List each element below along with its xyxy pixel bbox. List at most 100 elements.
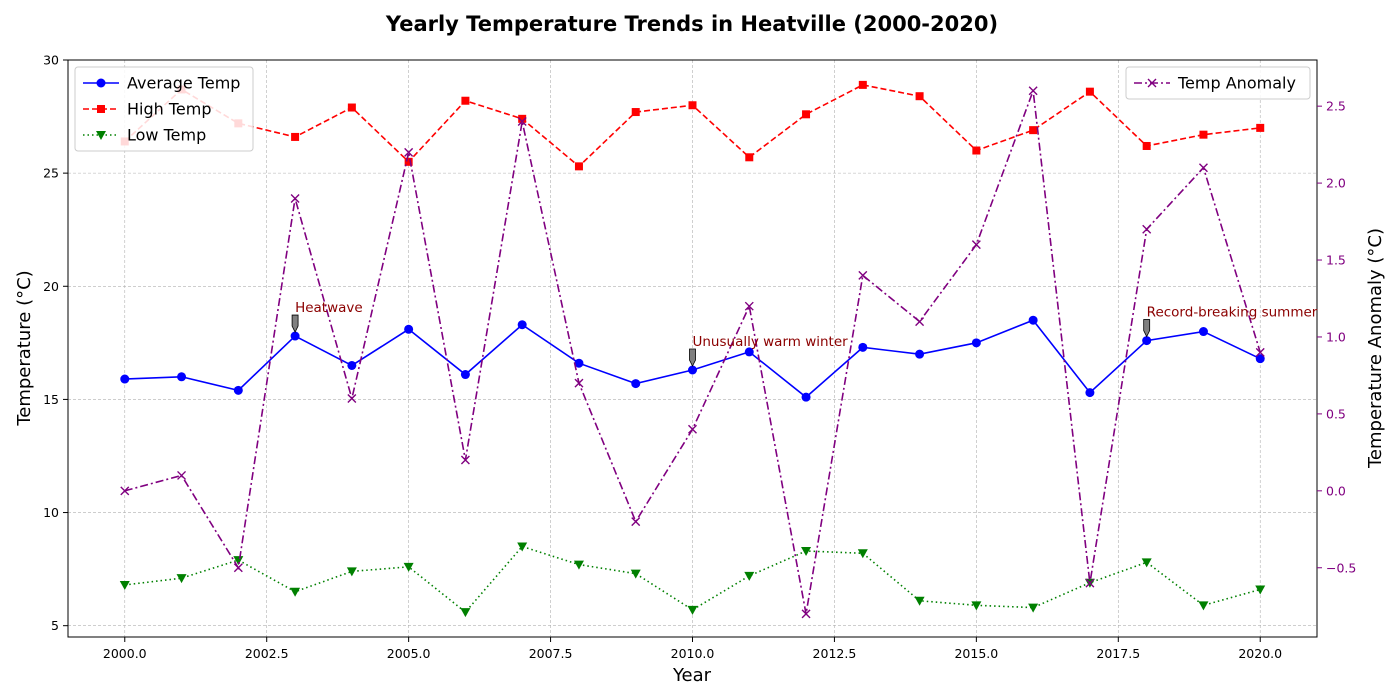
x-tick-label: 2010.0 — [671, 646, 715, 661]
legend-marker — [1147, 78, 1157, 88]
annotation-arrow — [291, 314, 299, 333]
data-point — [1142, 224, 1152, 234]
data-point — [290, 331, 300, 341]
data-point — [858, 80, 867, 89]
annotation-text: Record-breaking summer — [1147, 305, 1318, 321]
data-point — [915, 349, 925, 359]
data-point — [518, 114, 527, 123]
data-point — [1198, 163, 1208, 173]
legend-marker — [96, 131, 106, 140]
data-point — [858, 270, 868, 280]
annotation: Unusually warm winter — [689, 334, 849, 367]
data-point — [574, 378, 584, 388]
legend-label: Temp Anomaly — [1177, 74, 1296, 93]
data-point — [517, 320, 527, 330]
data-point — [574, 162, 583, 171]
data-point — [1141, 558, 1152, 568]
annotation: Record-breaking summer — [1143, 305, 1318, 338]
data-point — [403, 562, 414, 572]
series-temp-anomaly — [120, 86, 1265, 619]
data-point — [857, 549, 868, 559]
legend-box — [1125, 66, 1311, 100]
legend-label: Low Temp — [127, 126, 206, 145]
legend-left: Average Temp High Temp Low Temp — [74, 66, 254, 152]
y2-axis-label: Temperature Anomaly (°C) — [1365, 228, 1386, 469]
legend-label: Average Temp — [127, 74, 240, 93]
data-point — [971, 601, 982, 611]
legend-label: High Temp — [127, 100, 212, 119]
data-point — [347, 394, 357, 404]
legend-right: Temp Anomaly — [1125, 66, 1311, 100]
data-point — [688, 424, 697, 434]
data-point — [233, 385, 243, 395]
data-point — [972, 146, 981, 155]
data-point — [404, 324, 414, 334]
data-point — [1028, 86, 1038, 96]
y2-tick-label: 1.5 — [1326, 253, 1346, 268]
data-point — [1028, 603, 1039, 613]
data-point — [404, 147, 414, 157]
data-point — [914, 596, 925, 606]
y-tick-label: 5 — [51, 618, 59, 633]
x-tick-label: 2005.0 — [387, 646, 431, 661]
legend-entry: Temp Anomaly — [1134, 74, 1296, 93]
y2-tick-label: 1.0 — [1326, 329, 1346, 344]
data-point — [1142, 336, 1152, 346]
data-point — [347, 103, 356, 112]
data-point — [744, 571, 755, 581]
data-point — [802, 110, 811, 119]
data-point — [630, 569, 641, 579]
data-point — [971, 338, 981, 348]
data-point — [517, 117, 527, 127]
data-point — [1028, 315, 1038, 325]
data-point — [574, 358, 584, 368]
annotation-text: Heatwave — [295, 300, 363, 316]
data-point — [1255, 347, 1265, 357]
x-tick-label: 2012.5 — [813, 646, 857, 661]
data-point — [290, 587, 301, 597]
data-point — [801, 609, 811, 619]
data-point — [291, 132, 300, 141]
annotation-arrow — [1143, 319, 1151, 338]
annotations: Heatwave Unusually warm winter Record-brea… — [291, 300, 1318, 367]
data-point — [177, 470, 187, 480]
data-point — [688, 101, 697, 110]
y-tick-label: 15 — [43, 392, 59, 407]
y2-tick-label: −0.5 — [1326, 560, 1356, 575]
data-point — [1198, 601, 1209, 611]
data-point — [346, 567, 357, 577]
legend-entry: High Temp — [83, 100, 212, 119]
data-point — [1256, 123, 1265, 132]
data-point — [233, 563, 243, 573]
data-point — [176, 574, 187, 584]
legend-marker — [97, 105, 105, 113]
y-tick-label: 10 — [43, 505, 59, 520]
y2-tick-label: 2.5 — [1326, 99, 1346, 114]
series-average-temp — [120, 315, 1265, 402]
data-point — [461, 96, 470, 105]
data-point — [744, 347, 754, 357]
data-point — [801, 392, 811, 402]
data-point — [1199, 130, 1208, 139]
x-tick-label: 2002.5 — [245, 646, 289, 661]
axes: 2000.0 2002.5 2005.0 2007.5 2010.0 2012.5 2015… — [43, 53, 1356, 662]
data-point — [801, 547, 812, 557]
data-point — [233, 556, 244, 566]
legend-entry: Low Temp — [83, 126, 206, 145]
y2-tick-label: 2.0 — [1326, 176, 1346, 191]
data-point — [460, 455, 470, 465]
y2-tick-label: 0.0 — [1326, 483, 1346, 498]
legend-marker — [96, 78, 106, 88]
annotation-text: Unusually warm winter — [693, 334, 849, 350]
data-point — [1085, 578, 1095, 588]
data-point — [687, 605, 698, 615]
data-point — [573, 560, 584, 570]
data-point — [290, 193, 300, 203]
legend-entry: Average Temp — [83, 74, 240, 93]
data-point — [517, 542, 528, 552]
x-tick-label: 2020.0 — [1238, 646, 1282, 661]
data-point — [1142, 141, 1151, 150]
data-point — [1255, 354, 1265, 364]
